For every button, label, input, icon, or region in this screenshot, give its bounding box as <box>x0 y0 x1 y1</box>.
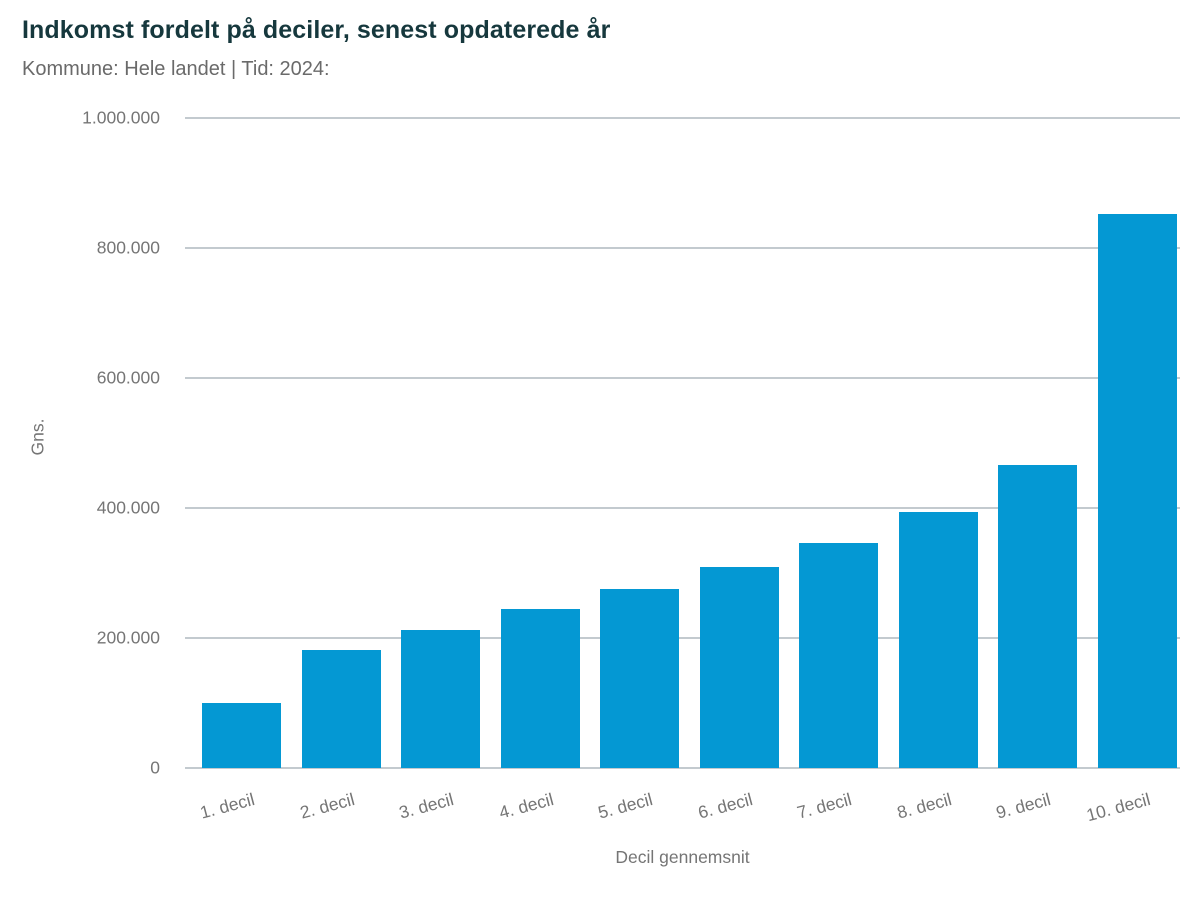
bar-6-decil[interactable] <box>699 566 779 768</box>
chart-subtitle: Kommune: Hele landet | Tid: 2024: <box>22 58 330 80</box>
gridline <box>185 637 1180 639</box>
y-tick-label: 800.000 <box>96 237 160 258</box>
bar-3-decil[interactable] <box>401 630 481 768</box>
y-tick-label: 400.000 <box>96 497 160 518</box>
gridline <box>185 247 1180 249</box>
x-tick-label: 3. decil <box>397 789 456 823</box>
x-tick-label: 1. decil <box>198 789 257 823</box>
bar-8-decil[interactable] <box>898 511 978 768</box>
bar-5-decil[interactable] <box>600 588 680 768</box>
bar-2-decil[interactable] <box>301 650 381 768</box>
bar-10-decil[interactable] <box>1097 214 1177 768</box>
gridline <box>185 507 1180 509</box>
x-axis-title: Decil gennemsnit <box>615 847 750 867</box>
bar-4-decil[interactable] <box>500 608 580 768</box>
y-tick-label: 1.000.000 <box>82 107 160 128</box>
bar-1-decil[interactable] <box>202 703 282 768</box>
gridline <box>185 117 1180 119</box>
bar-9-decil[interactable] <box>998 465 1078 768</box>
x-tick-label: 2. decil <box>297 789 357 823</box>
x-tick-label: 4. decil <box>496 789 556 823</box>
y-axis-title: Gns. <box>27 418 48 456</box>
x-tick-label: 8. decil <box>894 789 954 823</box>
x-tick-label: 10. decil <box>1084 789 1153 826</box>
x-tick-label: 5. decil <box>596 789 655 823</box>
x-tick-label: 9. decil <box>994 789 1053 823</box>
y-tick-label: 600.000 <box>96 367 160 388</box>
gridline <box>185 377 1180 379</box>
y-tick-label: 200.000 <box>96 627 160 648</box>
x-tick-label: 6. decil <box>695 789 755 823</box>
gridline <box>185 767 1180 769</box>
page-title: Indkomst fordelt på deciler, senest opda… <box>22 16 611 44</box>
y-tick-label: 0 <box>150 757 160 778</box>
bar-7-decil[interactable] <box>799 543 879 768</box>
x-tick-label: 7. decil <box>795 789 854 823</box>
